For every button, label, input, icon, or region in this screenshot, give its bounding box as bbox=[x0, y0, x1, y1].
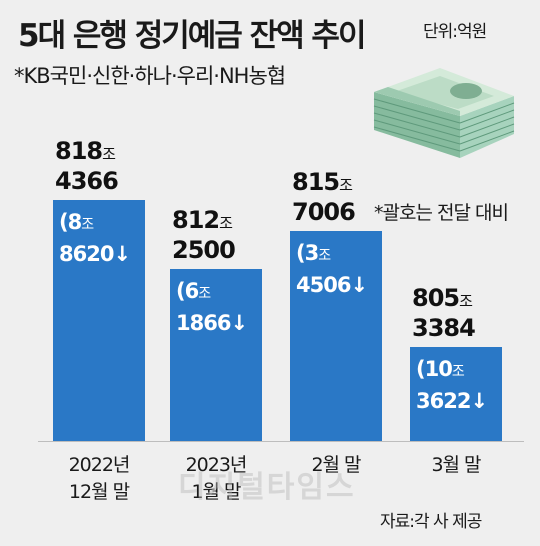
value-line-1: 805조 bbox=[412, 283, 475, 315]
value-hundred-million: 3384 bbox=[412, 313, 476, 342]
bar-change-label-3: (10조 3622↓ bbox=[416, 355, 488, 416]
value-line-2: 3384 bbox=[412, 313, 476, 343]
bar-value-label-3: 805조 3384 bbox=[412, 283, 476, 343]
watermark: 디지털타임스 bbox=[178, 470, 356, 505]
category-line-2: 12월 말 bbox=[29, 479, 169, 506]
change-line-2: 8620↓ bbox=[59, 240, 131, 269]
value-unit: 조 bbox=[339, 175, 353, 194]
bar-1 bbox=[170, 269, 262, 441]
bar-value-label-2: 815조 7006 bbox=[292, 167, 356, 227]
bar-0 bbox=[53, 200, 145, 441]
change-trillion: (6 bbox=[176, 279, 199, 304]
change-line-2: 3622↓ bbox=[416, 387, 488, 416]
value-line-2: 4366 bbox=[55, 167, 119, 196]
category-label-1: 2023년 1월 말 bbox=[146, 452, 286, 506]
value-line-1: 818조 bbox=[55, 138, 118, 168]
bar-value-label-1: 812조 2500 bbox=[172, 207, 236, 265]
down-arrow-icon: ↓ bbox=[113, 242, 131, 266]
change-hundred-million: 8620 bbox=[59, 242, 114, 266]
source-note: 자료:각 사 제공 bbox=[380, 512, 482, 532]
change-unit: 조 bbox=[198, 286, 211, 303]
change-line-2: 4506↓ bbox=[296, 271, 368, 300]
value-unit: 조 bbox=[102, 145, 116, 163]
bar-2 bbox=[290, 230, 382, 441]
value-unit: 조 bbox=[219, 214, 233, 233]
category-label-2: 2월 말 bbox=[266, 452, 406, 479]
change-hundred-million: 3622 bbox=[416, 388, 471, 413]
money-stack-illustration bbox=[373, 68, 515, 158]
change-line-2: 1866↓ bbox=[176, 309, 248, 338]
bar-value-label-0: 818조 4366 bbox=[55, 138, 119, 196]
category-text: 2월 말 bbox=[311, 454, 361, 476]
value-trillion: 818 bbox=[55, 137, 103, 165]
change-unit: 조 bbox=[318, 247, 331, 264]
category-text: 1월 말 bbox=[191, 481, 241, 503]
down-arrow-icon: ↓ bbox=[470, 388, 488, 413]
category-label-3: 3월 말 bbox=[386, 452, 526, 479]
change-trillion: (8 bbox=[59, 210, 82, 234]
category-line-2: 1월 말 bbox=[146, 479, 286, 506]
change-hundred-million: 4506 bbox=[296, 272, 351, 297]
value-line-1: 815조 bbox=[292, 167, 355, 199]
bar-3 bbox=[410, 346, 502, 441]
bar-change-label-2: (3조 4506↓ bbox=[296, 239, 368, 300]
value-line-2: 2500 bbox=[172, 236, 236, 265]
value-hundred-million: 7006 bbox=[292, 197, 356, 226]
change-line-1: (10조 bbox=[416, 355, 487, 387]
change-hundred-million: 1866 bbox=[176, 311, 231, 336]
category-line-1: 2023년 bbox=[146, 452, 286, 479]
category-line-1: 3월 말 bbox=[386, 452, 526, 479]
value-trillion: 812 bbox=[172, 206, 220, 235]
change-unit: 조 bbox=[451, 363, 465, 380]
chart-title: 5대 은행 정기예금 잔액 추이 bbox=[18, 18, 366, 54]
bar-change-label-0: (8조 8620↓ bbox=[59, 208, 131, 269]
change-trillion: (10 bbox=[416, 356, 453, 381]
value-trillion: 805 bbox=[412, 283, 460, 312]
value-hundred-million: 4366 bbox=[55, 167, 119, 195]
chart-note: *괄호는 전달 대비 bbox=[374, 202, 509, 224]
bar-change-label-1: (6조 1866↓ bbox=[176, 277, 248, 338]
value-unit: 조 bbox=[459, 291, 473, 310]
change-line-1: (6조 bbox=[176, 277, 247, 309]
down-arrow-icon: ↓ bbox=[350, 272, 368, 297]
category-text: 2022년 bbox=[68, 454, 131, 476]
unit-label: 단위:억원 bbox=[423, 22, 487, 42]
category-line-1: 2월 말 bbox=[266, 452, 406, 479]
change-unit: 조 bbox=[81, 217, 94, 233]
axis-baseline bbox=[38, 441, 524, 442]
value-hundred-million: 2500 bbox=[172, 236, 236, 265]
category-text: 12월 말 bbox=[68, 481, 130, 503]
value-trillion: 815 bbox=[292, 167, 340, 196]
value-line-2: 7006 bbox=[292, 197, 356, 227]
category-text: 3월 말 bbox=[431, 454, 481, 476]
category-text: 2023년 bbox=[185, 454, 248, 476]
value-line-1: 812조 bbox=[172, 207, 235, 237]
change-line-1: (3조 bbox=[296, 239, 367, 271]
change-line-1: (8조 bbox=[59, 208, 130, 240]
down-arrow-icon: ↓ bbox=[230, 311, 248, 336]
subtitle: *KB국민·신한·하나·우리·NH농협 bbox=[14, 64, 286, 88]
category-label-0: 2022년 12월 말 bbox=[29, 452, 169, 506]
change-trillion: (3 bbox=[296, 240, 319, 265]
category-line-1: 2022년 bbox=[29, 452, 169, 479]
